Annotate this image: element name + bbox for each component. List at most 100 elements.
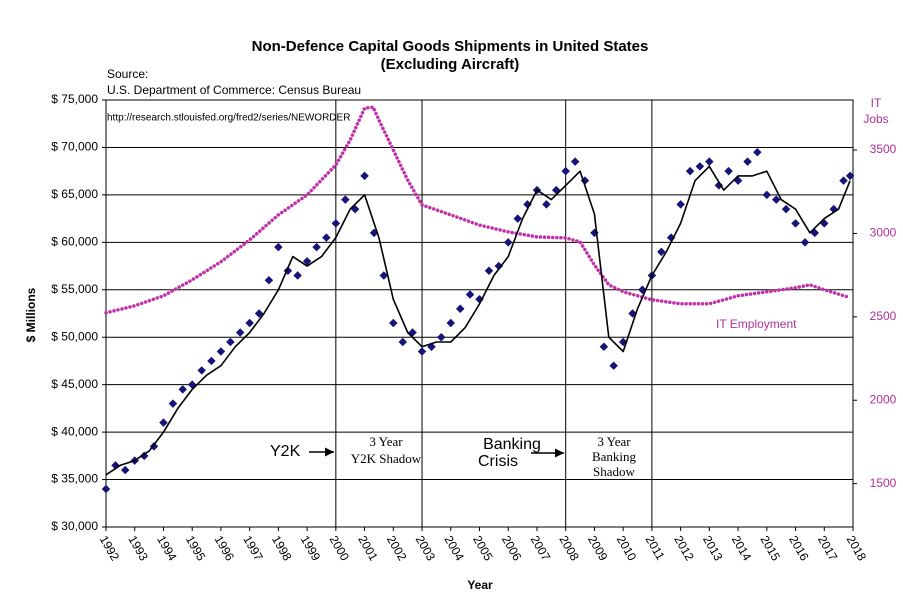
y-axis-label: $ Millions [24,287,38,342]
y2-tick-label: 3500 [870,142,897,156]
source-label: Source: [107,67,148,81]
x-tick-label: 2009 [585,533,611,563]
annotation: Crisis [478,453,518,470]
data-point [207,356,216,366]
chart-title: Non-Defence Capital Goods Shipments in U… [252,38,649,55]
data-point [676,200,685,209]
x-tick-label: 2010 [614,533,640,563]
source-text: U.S. Department of Commerce: Census Bure… [107,83,361,97]
data-point [322,233,331,242]
data-point [254,309,264,318]
data-point [331,219,341,228]
annotation: 3 Year [597,434,631,449]
x-tick-label: 2012 [671,533,697,563]
x-tick-label: 2015 [757,533,783,563]
y2-tick-label: 3000 [870,226,897,240]
data-point [551,185,561,195]
it-employment-line [104,105,850,315]
data-point [791,219,800,228]
x-tick-label: 2005 [470,533,496,563]
y-tick-label: $ 55,000 [51,282,98,296]
x-tick-label: 1994 [154,533,180,563]
data-point [226,337,235,347]
x-tick-label: 1998 [269,533,295,563]
data-point [465,290,475,299]
data-point [341,195,350,204]
x-tick-label: 2000 [327,533,353,563]
y-tick-label: $ 65,000 [51,187,98,201]
x-axis-label: Year [467,578,493,592]
y-tick-label: $ 70,000 [51,140,98,154]
x-tick-label: 2001 [355,533,381,563]
annotation: Shadow [593,464,636,479]
x-tick-label: 1993 [125,533,151,563]
source-url: http://research.stlouisfed.org/fred2/ser… [107,113,350,124]
y-tick-label: $ 35,000 [51,472,98,486]
data-point [187,380,197,389]
data-point [781,204,791,214]
data-point [437,332,446,342]
y2-tick-label: 2000 [870,392,897,406]
y2-axis-label: Jobs [863,112,888,126]
data-point [484,266,494,276]
data-point [389,318,398,328]
data-point [312,242,321,252]
y-tick-label: $ 50,000 [51,329,98,343]
data-point [762,190,772,200]
data-point [379,271,389,280]
x-tick-label: 2014 [729,533,755,563]
data-point [197,366,206,375]
data-point [503,238,513,247]
data-point [274,242,283,252]
data-point [235,328,245,337]
data-point [121,465,130,475]
y-tick-label: $ 30,000 [51,519,98,533]
data-point [599,342,609,351]
annotation: Y2K [270,443,301,460]
data-point [293,271,302,280]
annotation: IT Employment [716,317,797,331]
data-point [542,200,551,209]
data-point [398,337,408,347]
data-point [168,399,178,408]
data-point [705,157,714,166]
x-tick-label: 1999 [298,533,324,563]
y-tick-label: $ 75,000 [51,92,98,106]
data-point [695,162,705,171]
data-point [446,318,456,328]
data-point [685,166,695,176]
x-tick-label: 2008 [556,533,582,563]
data-point [609,361,618,370]
data-point [494,261,503,271]
x-tick-label: 2013 [700,533,726,563]
data-point [417,347,427,356]
data-point [264,276,274,285]
x-tick-label: 1997 [240,533,266,563]
data-point [245,318,254,328]
x-tick-label: 1995 [183,533,209,563]
data-point [724,166,733,176]
data-point [820,219,829,228]
data-point [733,176,743,185]
data-point [159,418,168,427]
x-tick-label: 2017 [815,533,841,563]
data-point [753,147,762,157]
data-point [360,171,369,181]
x-tick-label: 2006 [499,533,525,563]
data-point [101,484,111,494]
data-point [178,385,187,394]
y2-tick-label: 1500 [870,476,897,490]
annotation: 3 Year [369,434,403,449]
x-tick-label: 2007 [528,533,554,563]
data-point [570,157,580,166]
x-tick-label: 2002 [384,533,410,563]
y-tick-label: $ 60,000 [51,235,98,249]
data-point [743,157,752,166]
annotation: Banking [483,436,541,453]
data-point [839,176,848,185]
x-tick-label: 2016 [786,533,812,563]
data-point [561,166,570,176]
x-tick-label: 1996 [212,533,238,563]
data-point [456,304,465,313]
